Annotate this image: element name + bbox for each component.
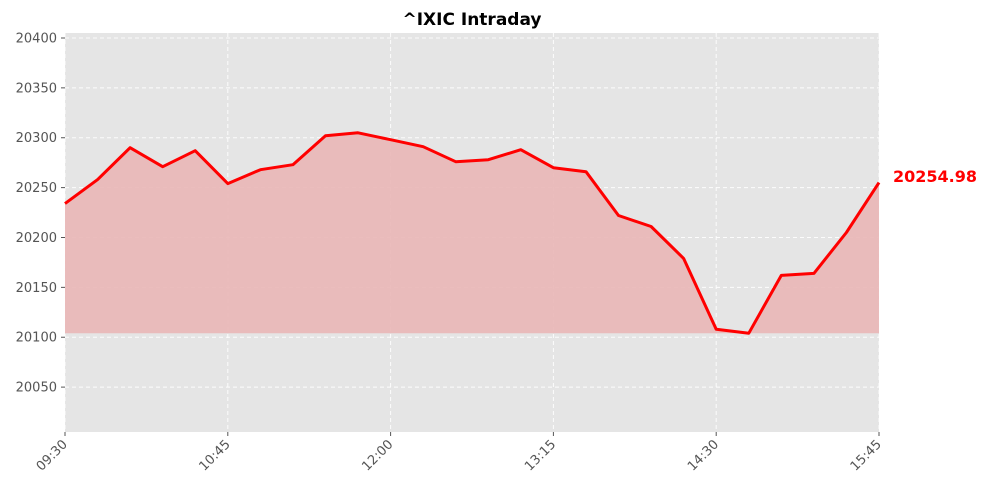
y-tick-label: 20200 [16, 231, 57, 246]
x-tick-label: 12:00 [359, 437, 396, 474]
price-line [64, 131, 881, 335]
y-tick-label: 20150 [16, 281, 57, 296]
y-tick-label: 20300 [16, 131, 57, 146]
area-fill [65, 132, 879, 334]
y-tick-label: 20250 [16, 181, 57, 196]
chart-title: ^IXIC Intraday [402, 10, 541, 30]
y-tick-label: 20050 [16, 381, 57, 396]
y-axis: 20050 20100 20150 20200 20250 20300 20350 20400 [16, 31, 65, 396]
x-tick-label: 14:30 [685, 437, 722, 474]
x-axis: 09:30 10:45 12:00 13:15 14:30 15:45 [34, 432, 885, 474]
x-tick-label: 13:15 [522, 437, 559, 474]
x-tick-label: 15:45 [848, 437, 885, 474]
last-value-label: 20254.98 [893, 167, 977, 186]
y-tick-label: 20350 [16, 81, 57, 96]
x-tick-label: 09:30 [34, 437, 71, 474]
y-tick-label: 20100 [16, 331, 57, 346]
x-tick-label: 10:45 [197, 437, 234, 474]
y-tick-label: 20400 [16, 31, 57, 46]
